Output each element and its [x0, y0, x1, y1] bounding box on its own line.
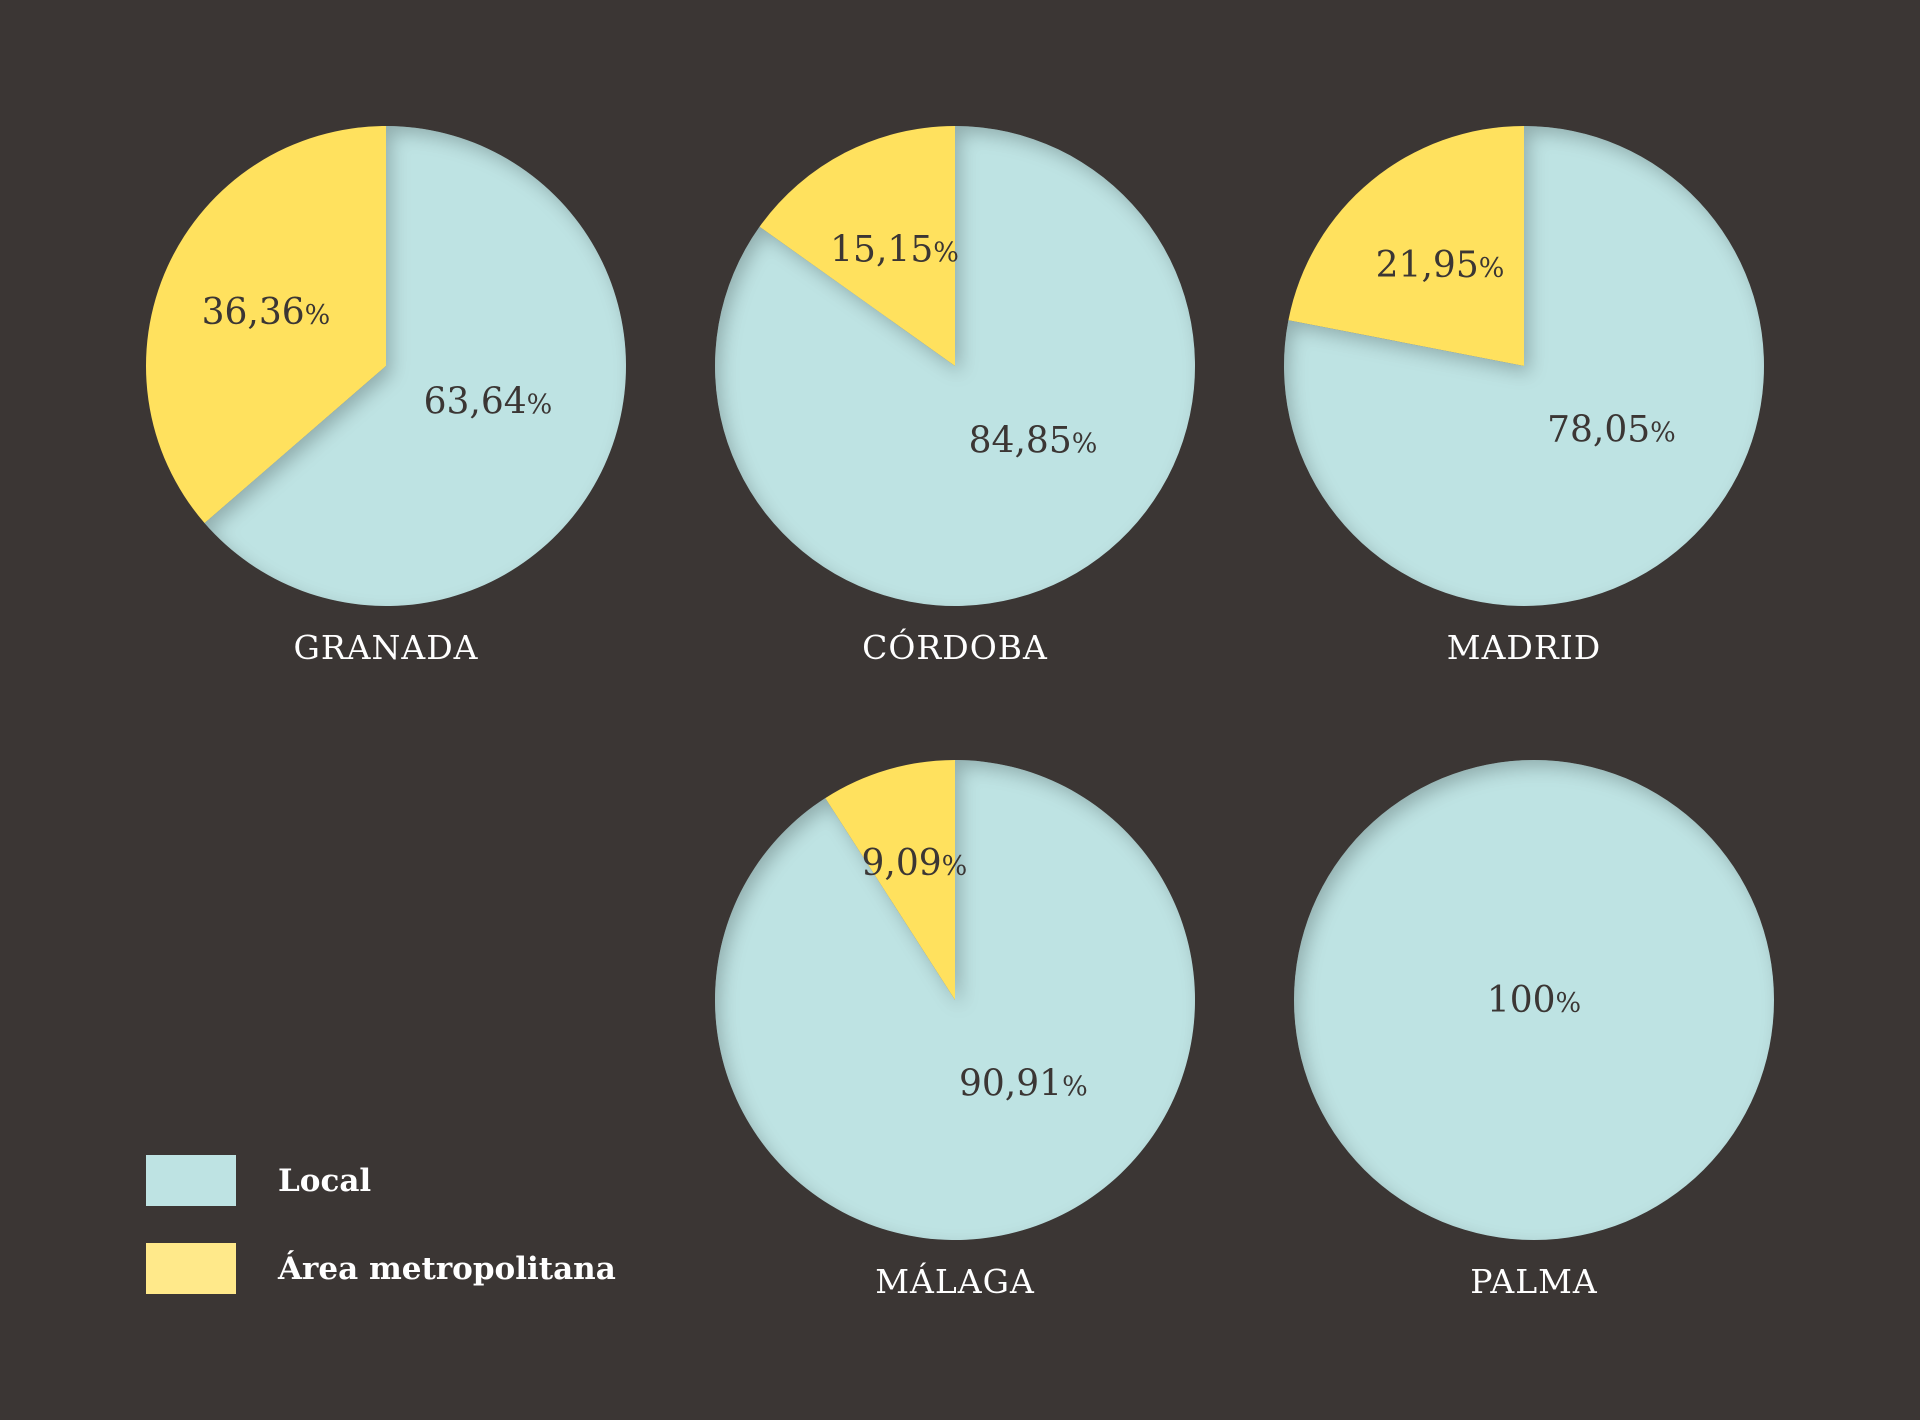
pie-cordoba: 15,15% 84,85% CÓRDOBA — [715, 126, 1196, 667]
slice-metro-granada — [145, 126, 386, 524]
label-metro-malaga: 9,09% — [862, 843, 968, 884]
legend-label-local: Local — [278, 1163, 371, 1199]
slice-metro-madrid — [1288, 126, 1524, 366]
slice-metro-cordoba — [759, 126, 955, 366]
city-label-madrid: MADRID — [1447, 628, 1601, 667]
legend-swatch-area-metropolitana — [146, 1243, 236, 1294]
slice-local-shade-malaga — [714, 760, 1195, 1240]
legend-item-area-metropolitana: Área metropolitana — [146, 1243, 616, 1294]
slice-local-shade-granada — [204, 126, 626, 606]
label-metro-granada: 36,36% — [202, 292, 331, 333]
city-label-cordoba: CÓRDOBA — [862, 627, 1048, 667]
city-label-malaga: MÁLAGA — [875, 1261, 1035, 1301]
label-local-palma: 100% — [1487, 980, 1581, 1021]
city-label-granada: GRANADA — [293, 628, 478, 667]
label-local-cordoba: 84,85% — [969, 421, 1098, 462]
label-local-granada: 63,64% — [424, 382, 553, 423]
legend-item-local: Local — [146, 1155, 371, 1206]
slice-local-palma — [1294, 760, 1774, 1240]
label-metro-madrid: 21,95% — [1376, 245, 1505, 286]
pie-granada: 36,36% 63,64% GRANADA — [145, 126, 626, 667]
legend-label-area-metropolitana: Área metropolitana — [277, 1249, 616, 1287]
label-local-madrid: 78,05% — [1547, 409, 1676, 450]
slice-local-shade-cordoba — [715, 126, 1196, 606]
legend: Local Área metropolitana — [146, 1155, 616, 1294]
pie-malaga: 9,09% 90,91% MÁLAGA — [714, 760, 1195, 1301]
label-metro-cordoba: 15,15% — [830, 230, 959, 271]
slice-local-shade-madrid — [1283, 126, 1764, 606]
pies-layer: 36,36% 63,64% GRANADA 15,15% 84,85% CÓRDOBA 21… — [145, 126, 1774, 1301]
legend-swatch-local — [146, 1155, 236, 1206]
pie-madrid: 21,95% 78,05% MADRID — [1283, 126, 1764, 667]
slice-metro-malaga — [825, 760, 955, 1000]
label-local-malaga: 90,91% — [959, 1064, 1088, 1105]
city-label-palma: PALMA — [1470, 1262, 1598, 1301]
pie-palma: 100% PALMA — [1294, 760, 1774, 1301]
